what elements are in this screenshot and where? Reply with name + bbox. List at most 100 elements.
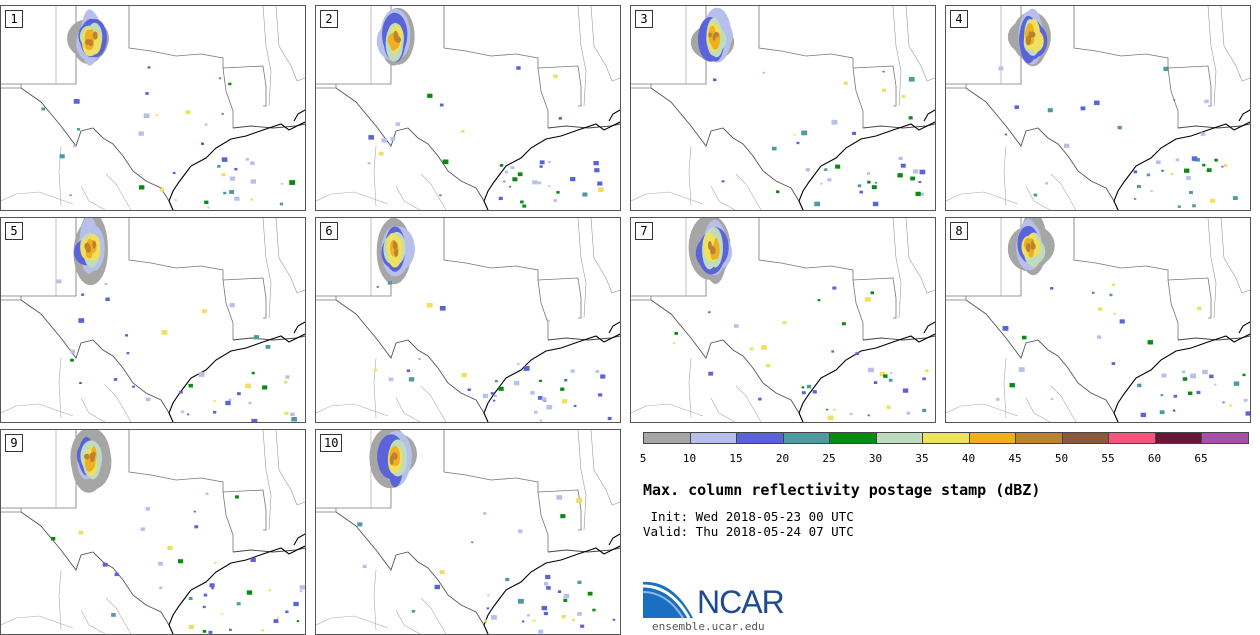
reflectivity-echo bbox=[490, 392, 494, 395]
reflectivity-echo bbox=[285, 610, 289, 614]
map-boundary bbox=[316, 357, 447, 422]
reflectivity-echo bbox=[806, 384, 812, 389]
reflectivity-echo bbox=[558, 117, 562, 120]
colorbar-tick-label: 20 bbox=[775, 452, 790, 465]
reflectivity-echo bbox=[1140, 412, 1146, 418]
reflectivity-echo bbox=[50, 536, 56, 541]
reflectivity-echo bbox=[1245, 411, 1250, 416]
reflectivity-echo bbox=[922, 408, 927, 413]
reflectivity-echo bbox=[843, 81, 848, 85]
reflectivity-echo bbox=[761, 344, 767, 350]
reflectivity-echo bbox=[545, 574, 551, 580]
reflectivity-echo bbox=[1080, 106, 1086, 111]
reflectivity-echo bbox=[225, 400, 231, 406]
forecast-panel-8: 8 bbox=[945, 217, 1251, 423]
site-url: ensemble.ucar.edu bbox=[652, 620, 765, 633]
reflectivity-echo bbox=[537, 181, 542, 185]
forecast-panel-2: 2 bbox=[315, 5, 621, 211]
reflectivity-echo bbox=[388, 377, 394, 382]
reflectivity-echo bbox=[471, 541, 474, 544]
reflectivity-echo bbox=[855, 352, 860, 356]
reflectivity-echo bbox=[296, 620, 300, 623]
reflectivity-echo bbox=[922, 377, 926, 381]
colorbar-swatch bbox=[1154, 432, 1202, 444]
reflectivity-echo bbox=[179, 390, 183, 394]
reflectivity-echo bbox=[517, 598, 524, 604]
reflectivity-echo bbox=[77, 128, 81, 131]
reflectivity-echo bbox=[381, 138, 388, 143]
map-boundary bbox=[222, 277, 267, 319]
reflectivity-echo bbox=[198, 372, 205, 377]
reflectivity-echo bbox=[174, 199, 177, 201]
reflectivity-echo bbox=[229, 189, 235, 194]
reflectivity-echo bbox=[900, 163, 906, 168]
reflectivity-echo bbox=[708, 32, 712, 38]
reflectivity-echo bbox=[882, 70, 885, 73]
reflectivity-echo bbox=[201, 142, 204, 145]
reflectivity-echo bbox=[1214, 383, 1217, 386]
colorbar-tick-label: 15 bbox=[729, 452, 743, 465]
reflectivity-echo bbox=[1170, 172, 1174, 175]
reflectivity-echo bbox=[1030, 240, 1034, 250]
texas-map-3 bbox=[631, 6, 935, 210]
texas-map-7 bbox=[631, 218, 935, 422]
reflectivity-echo bbox=[250, 161, 255, 166]
reflectivity-echo bbox=[1186, 176, 1191, 180]
map-boundary bbox=[128, 6, 224, 68]
map-boundary bbox=[946, 145, 1077, 210]
reflectivity-echo bbox=[73, 144, 76, 148]
map-boundary bbox=[577, 430, 620, 531]
reflectivity-echo bbox=[597, 181, 603, 186]
map-boundary bbox=[1238, 109, 1250, 122]
reflectivity-echo bbox=[1187, 391, 1193, 396]
colorbar-swatch bbox=[1015, 432, 1063, 444]
map-boundary bbox=[293, 321, 305, 334]
reflectivity-echo bbox=[908, 76, 915, 82]
reflectivity-echo bbox=[390, 136, 396, 141]
reflectivity-echo bbox=[389, 455, 394, 466]
reflectivity-echo bbox=[484, 619, 488, 623]
reflectivity-echo bbox=[439, 103, 444, 107]
map-boundary bbox=[1113, 121, 1250, 210]
reflectivity-echo bbox=[557, 590, 562, 594]
reflectivity-echo bbox=[782, 321, 787, 325]
reflectivity-echo bbox=[159, 188, 165, 192]
reflectivity-echo bbox=[587, 591, 593, 596]
reflectivity-echo bbox=[178, 559, 184, 564]
reflectivity-echo bbox=[483, 512, 487, 515]
map-boundary bbox=[608, 321, 620, 334]
reflectivity-echo bbox=[859, 190, 863, 194]
reflectivity-echo bbox=[1009, 383, 1015, 388]
map-boundary bbox=[262, 430, 305, 531]
map-boundary bbox=[946, 84, 967, 89]
reflectivity-echo bbox=[510, 166, 515, 170]
reflectivity-echo bbox=[188, 597, 193, 601]
reflectivity-echo bbox=[1206, 168, 1212, 173]
reflectivity-echo bbox=[56, 279, 62, 284]
reflectivity-echo bbox=[765, 363, 771, 368]
reflectivity-echo bbox=[593, 610, 596, 613]
reflectivity-echo bbox=[532, 619, 536, 622]
reflectivity-echo bbox=[1113, 312, 1116, 315]
reflectivity-echo bbox=[577, 612, 582, 616]
map-boundary bbox=[537, 67, 549, 128]
reflectivity-echo bbox=[439, 194, 442, 197]
reflectivity-echo bbox=[814, 201, 821, 207]
member-label: 3 bbox=[635, 10, 653, 28]
member-label: 1 bbox=[5, 10, 23, 28]
reflectivity-echo bbox=[517, 172, 523, 177]
reflectivity-echo bbox=[541, 397, 547, 401]
reflectivity-echo bbox=[214, 561, 217, 564]
reflectivity-echo bbox=[250, 198, 254, 201]
reflectivity-echo bbox=[508, 185, 511, 188]
reflectivity-echo bbox=[612, 618, 616, 621]
colorbar-tick-label: 10 bbox=[682, 452, 697, 465]
reflectivity-echo bbox=[915, 191, 921, 196]
reflectivity-echo bbox=[812, 390, 817, 394]
reflectivity-echo bbox=[1243, 398, 1248, 402]
reflectivity-echo bbox=[925, 369, 929, 373]
reflectivity-echo bbox=[530, 391, 535, 395]
reflectivity-echo bbox=[486, 607, 490, 610]
reflectivity-echo bbox=[1111, 283, 1115, 287]
reflectivity-echo bbox=[482, 393, 489, 399]
